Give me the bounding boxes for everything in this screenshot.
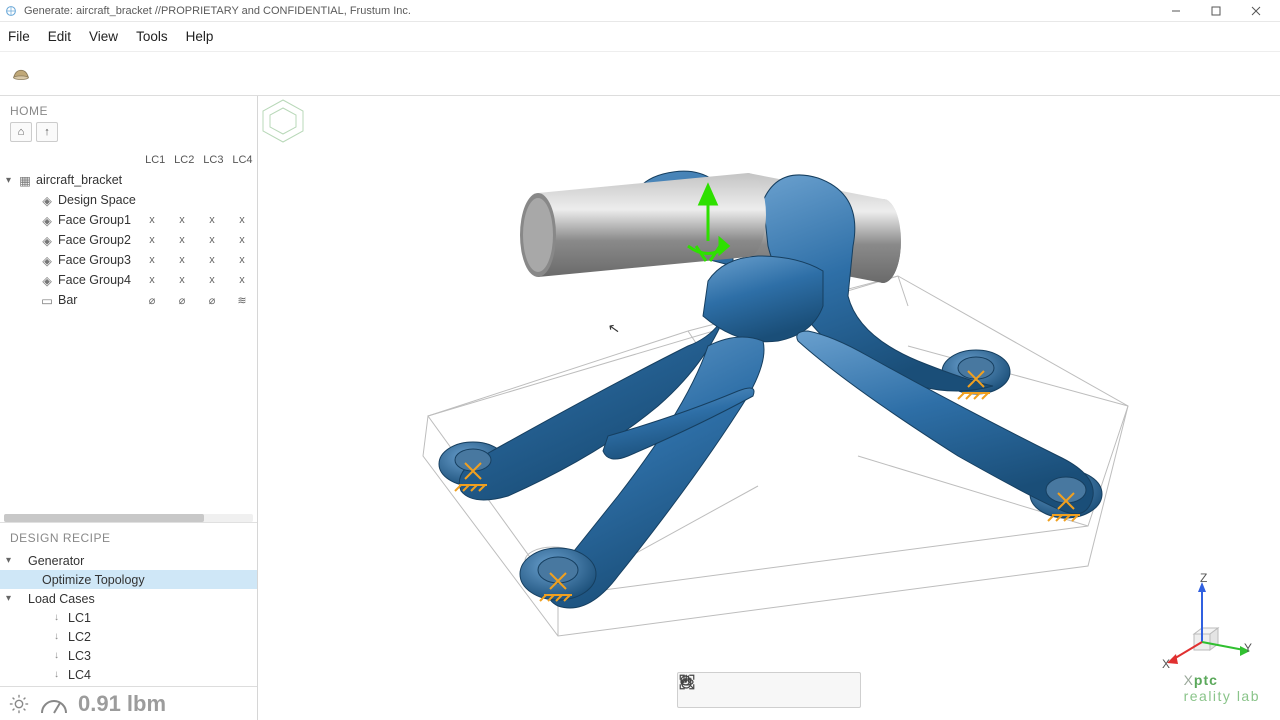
viewport-toolbar	[677, 672, 861, 708]
generate-icon[interactable]	[10, 63, 32, 85]
title-bar: Generate: aircraft_bracket //PROPRIETARY…	[0, 0, 1280, 22]
mass-value: 0.91 lbm	[78, 691, 166, 717]
lc-col-3: LC3	[199, 154, 228, 166]
settings-icon[interactable]	[8, 693, 30, 715]
model-tree: ▾ ▦ aircraft_bracket ◈ Design Space ◈ Fa…	[0, 170, 257, 310]
svg-text:Y: Y	[1244, 641, 1252, 655]
main-toolbar	[0, 52, 1280, 96]
tree-item[interactable]: ◈ Design Space	[0, 190, 257, 210]
face-icon: ◈	[40, 253, 54, 267]
zoom-icon[interactable]	[782, 679, 804, 701]
menu-edit[interactable]: Edit	[48, 29, 71, 44]
lc-col-4: LC4	[228, 154, 257, 166]
tree-item[interactable]: ◈ Face Group3 x x x x	[0, 250, 257, 270]
tree-hscroll[interactable]	[4, 514, 253, 522]
3d-viewport[interactable]: ↖ Z Y	[258, 96, 1280, 720]
menu-file[interactable]: File	[8, 29, 30, 44]
status-bar: 0.91 lbm	[0, 686, 257, 720]
recipe-load-cases[interactable]: ▾ Load Cases	[0, 589, 257, 608]
watermark-text: Xptc reality lab	[1184, 673, 1260, 704]
up-button[interactable]: ↑	[36, 122, 58, 142]
main-area: HOME ⌂ ↑ LC1 LC2 LC3 LC4 ▾ ▦ aircraft_br…	[0, 96, 1280, 720]
recipe-panel-title: DESIGN RECIPE	[0, 523, 257, 549]
face-icon: ◈	[40, 213, 54, 227]
tree-item[interactable]: ◈ Face Group1 x x x x	[0, 210, 257, 230]
home-button[interactable]: ⌂	[10, 122, 32, 142]
menu-bar: File Edit View Tools Help	[0, 22, 1280, 52]
app-icon	[4, 4, 18, 18]
window-title: Generate: aircraft_bracket //PROPRIETARY…	[24, 5, 1156, 17]
tree-item[interactable]: ◈ Face Group4 x x x x	[0, 270, 257, 290]
face-icon: ◈	[40, 233, 54, 247]
maximize-button[interactable]	[1196, 0, 1236, 22]
orbit-icon[interactable]	[734, 679, 756, 701]
tree-item[interactable]: ▭ Bar ⌀ ⌀ ⌀ ≋	[0, 290, 257, 310]
recipe-lc[interactable]: ↓LC1	[0, 608, 257, 627]
svg-text:Z: Z	[1200, 572, 1207, 585]
recipe-lc[interactable]: ↓LC4	[0, 665, 257, 684]
cube-icon: ◈	[40, 193, 54, 207]
recipe-lc[interactable]: ↓LC2	[0, 627, 257, 646]
recipe-optimize-topology[interactable]: Optimize Topology	[0, 570, 257, 589]
bar-icon: ▭	[40, 293, 54, 307]
close-button[interactable]	[1236, 0, 1276, 22]
face-icon: ◈	[40, 273, 54, 287]
minimize-button[interactable]	[1156, 0, 1196, 22]
tree-root[interactable]: ▾ ▦ aircraft_bracket	[0, 170, 257, 190]
home-nav-buttons: ⌂ ↑	[0, 122, 257, 150]
menu-help[interactable]: Help	[186, 29, 214, 44]
window-controls	[1156, 0, 1276, 22]
fit-icon[interactable]	[830, 679, 852, 701]
menu-tools[interactable]: Tools	[136, 29, 168, 44]
orientation-triad[interactable]: Z Y X	[1162, 572, 1252, 672]
recipe-lc[interactable]: ↓LC3	[0, 646, 257, 665]
model-render	[258, 96, 1280, 720]
recipe-generator[interactable]: ▾ Generator	[0, 551, 257, 570]
lc-col-1: LC1	[141, 154, 170, 166]
svg-text:X: X	[1162, 657, 1170, 671]
load-case-header: LC1 LC2 LC3 LC4	[0, 150, 257, 170]
mass-icon	[40, 693, 68, 715]
menu-view[interactable]: View	[89, 29, 118, 44]
watermark-hex-icon	[258, 96, 308, 146]
home-panel-title: HOME	[0, 96, 257, 122]
tree-item[interactable]: ◈ Face Group2 x x x x	[0, 230, 257, 250]
lc-col-2: LC2	[170, 154, 199, 166]
bracket-icon: ▦	[18, 173, 32, 187]
design-recipe-panel: DESIGN RECIPE ▾ Generator Optimize Topol…	[0, 522, 257, 686]
left-panel: HOME ⌂ ↑ LC1 LC2 LC3 LC4 ▾ ▦ aircraft_br…	[0, 96, 258, 720]
